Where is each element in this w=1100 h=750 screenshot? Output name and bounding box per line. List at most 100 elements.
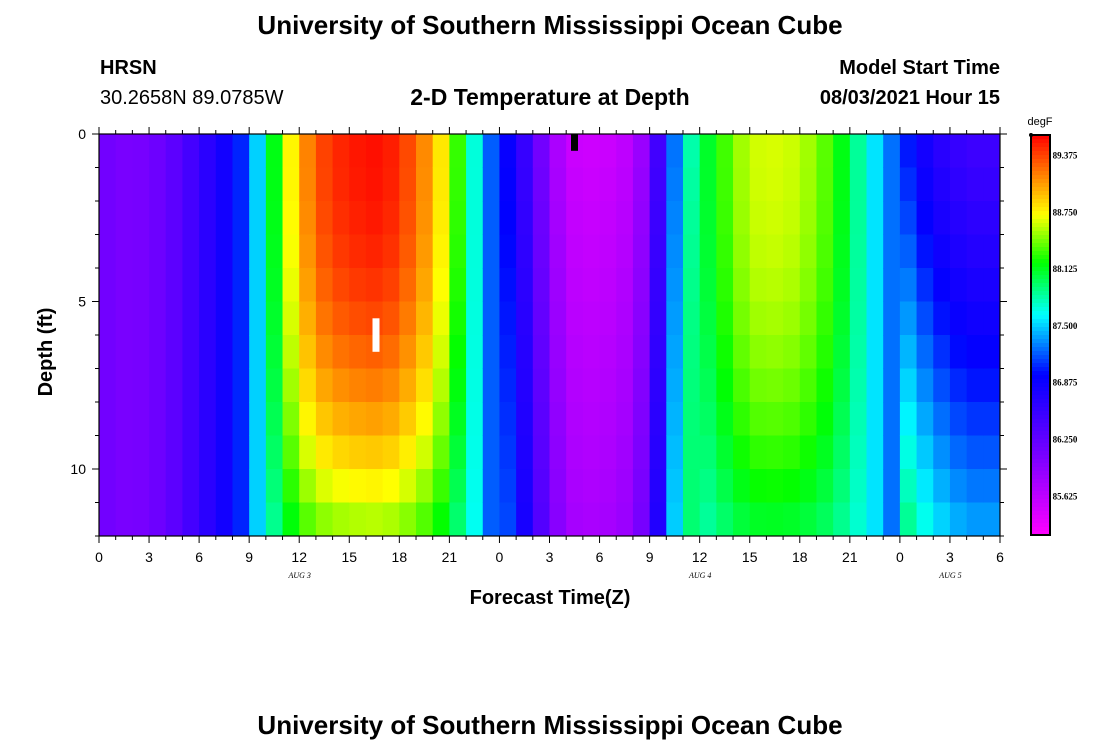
heatmap-cell bbox=[432, 502, 450, 537]
heatmap-cell bbox=[582, 201, 601, 235]
heatmap-cell bbox=[149, 134, 167, 168]
heatmap-cell bbox=[966, 335, 984, 369]
heatmap-cell bbox=[849, 301, 868, 336]
heatmap-cell bbox=[99, 368, 117, 403]
heatmap-cell bbox=[566, 469, 584, 503]
heatmap-cell bbox=[165, 435, 183, 470]
colorbar-segment bbox=[1031, 339, 1050, 344]
heatmap-cell bbox=[232, 268, 250, 302]
heatmap-cell bbox=[432, 201, 450, 235]
heatmap-cell bbox=[916, 268, 934, 302]
x-tick-label: 21 bbox=[842, 549, 858, 565]
colorbar-segment bbox=[1031, 195, 1050, 200]
heatmap-cell bbox=[733, 167, 751, 202]
heatmap-cell bbox=[549, 435, 567, 470]
heatmap-cell bbox=[399, 234, 417, 269]
heatmap-cell bbox=[416, 402, 434, 436]
heatmap-cell bbox=[332, 435, 350, 470]
heatmap-cell bbox=[132, 335, 150, 369]
heatmap-cell bbox=[933, 335, 951, 369]
x-tick-label: 6 bbox=[996, 549, 1004, 565]
heatmap-cell bbox=[165, 268, 183, 302]
heatmap-cell bbox=[416, 435, 434, 470]
heatmap-cell bbox=[933, 402, 951, 436]
heatmap-cell bbox=[449, 368, 467, 403]
heatmap-cell bbox=[365, 368, 384, 403]
heatmap-cell bbox=[432, 134, 450, 168]
heatmap-cell bbox=[833, 167, 851, 202]
heatmap-cell bbox=[616, 167, 634, 202]
colorbar-segment bbox=[1031, 347, 1050, 352]
heatmap-cell bbox=[833, 268, 851, 302]
heatmap-cell bbox=[833, 402, 851, 436]
heatmap-cell bbox=[766, 335, 784, 369]
heatmap-cell bbox=[182, 134, 200, 168]
heatmap-cell bbox=[382, 502, 400, 537]
colorbar-segment bbox=[1031, 247, 1050, 252]
colorbar-segment bbox=[1031, 163, 1050, 168]
colorbar-segment bbox=[1031, 291, 1050, 296]
heatmap-cell bbox=[449, 435, 467, 470]
heatmap-cell bbox=[549, 167, 567, 202]
heatmap-cell bbox=[582, 469, 601, 503]
heatmap-cell bbox=[799, 335, 817, 369]
heatmap-cell bbox=[315, 167, 334, 202]
heatmap-cell bbox=[849, 234, 868, 269]
heatmap-cell bbox=[432, 268, 450, 302]
heatmap-cell bbox=[466, 301, 484, 336]
heatmap-cell bbox=[833, 368, 851, 403]
heatmap-cell bbox=[666, 368, 684, 403]
heatmap-cell bbox=[332, 402, 350, 436]
heatmap-cell bbox=[182, 201, 200, 235]
colorbar-segment bbox=[1031, 303, 1050, 308]
colorbar-segment bbox=[1031, 443, 1050, 448]
colorbar-segment bbox=[1031, 275, 1050, 280]
heatmap-cell bbox=[99, 502, 117, 537]
heatmap-cell bbox=[265, 234, 284, 269]
colorbar-segment bbox=[1031, 395, 1050, 400]
heatmap-cell bbox=[149, 502, 167, 537]
heatmap-cell bbox=[132, 134, 150, 168]
heatmap-cell bbox=[365, 234, 384, 269]
heatmap-cell bbox=[783, 502, 801, 537]
x-tick-label: 6 bbox=[596, 549, 604, 565]
heatmap-cell bbox=[599, 435, 617, 470]
heatmap-cell bbox=[299, 502, 317, 537]
colorbar-segment bbox=[1031, 175, 1050, 180]
heatmap-cell bbox=[115, 234, 133, 269]
heatmap-cell bbox=[499, 368, 517, 403]
heatmap-cell bbox=[966, 134, 984, 168]
heatmap-cell bbox=[482, 402, 500, 436]
heatmap-cell bbox=[115, 435, 133, 470]
heatmap-cell bbox=[132, 469, 150, 503]
heatmap-cell bbox=[632, 201, 651, 235]
heatmap-cell bbox=[883, 469, 901, 503]
colorbar-segment bbox=[1031, 179, 1050, 184]
heatmap-cell bbox=[699, 301, 717, 336]
colorbar-segment bbox=[1031, 231, 1050, 236]
heatmap-cell bbox=[849, 268, 868, 302]
heatmap-cell bbox=[816, 201, 834, 235]
heatmap-cell bbox=[449, 268, 467, 302]
heatmap-cell bbox=[883, 167, 901, 202]
heatmap-cell bbox=[265, 469, 284, 503]
heatmap-cell bbox=[766, 201, 784, 235]
heatmap-cell bbox=[666, 268, 684, 302]
heatmap-cell bbox=[299, 268, 317, 302]
heatmap-cell bbox=[365, 167, 384, 202]
heatmap-cell bbox=[132, 502, 150, 537]
heatmap-cell bbox=[849, 167, 868, 202]
colorbar-segment bbox=[1031, 399, 1050, 404]
heatmap-cell bbox=[966, 268, 984, 302]
heatmap-cell bbox=[265, 502, 284, 537]
heatmap-cell bbox=[983, 502, 1001, 537]
heatmap-cell bbox=[332, 301, 350, 336]
heatmap-cell bbox=[365, 469, 384, 503]
y-tick-label: 10 bbox=[70, 461, 86, 477]
heatmap-cell bbox=[749, 167, 767, 202]
heatmap-cell bbox=[766, 469, 784, 503]
heatmap-cell bbox=[699, 268, 717, 302]
heatmap-cell bbox=[482, 502, 500, 537]
heatmap-cell bbox=[516, 469, 534, 503]
heatmap-cell bbox=[249, 502, 267, 537]
